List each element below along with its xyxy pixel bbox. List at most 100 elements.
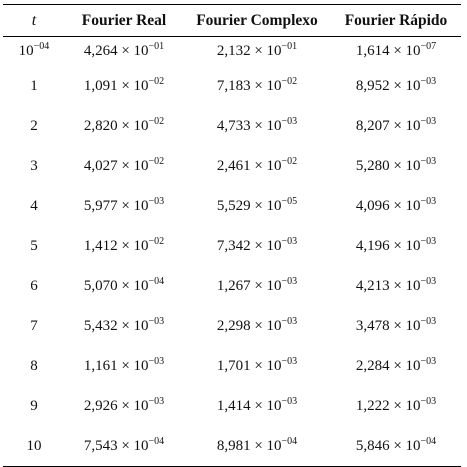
t-cell: 6 xyxy=(3,267,65,307)
fourier-complexo-cell: 1,267 × 10−03 xyxy=(183,267,331,307)
exponent: −04 xyxy=(148,435,165,447)
mantissa: 1,091 × 10 xyxy=(83,78,149,94)
t-value: 9 xyxy=(30,398,38,414)
t-value: 7 xyxy=(30,318,38,334)
mantissa: 1,414 × 10 xyxy=(216,398,282,414)
fourier-real-cell: 2,926 × 10−03 xyxy=(65,387,183,427)
fourier-rapido-cell: 4,213 × 10−03 xyxy=(331,267,461,307)
fourier-complexo-cell: 7,342 × 10−03 xyxy=(183,227,331,267)
mantissa: 7,183 × 10 xyxy=(216,78,282,94)
exponent: −04 xyxy=(420,435,437,447)
mantissa: 4,213 × 10 xyxy=(355,278,421,294)
t-value: 4 xyxy=(30,198,38,214)
t-value: 3 xyxy=(30,158,38,174)
mantissa: 4,027 × 10 xyxy=(83,158,149,174)
mantissa: 2,298 × 10 xyxy=(216,318,282,334)
mantissa: 1,222 × 10 xyxy=(355,398,421,414)
t-value: 6 xyxy=(30,278,38,294)
exponent: −03 xyxy=(420,116,437,127)
fourier-real-cell: 4,027 × 10−02 xyxy=(65,147,183,187)
mantissa: 5,432 × 10 xyxy=(83,318,149,334)
mantissa: 5,529 × 10 xyxy=(216,198,282,214)
t-value: 10 xyxy=(26,437,42,454)
mantissa: 5,280 × 10 xyxy=(355,158,421,174)
mantissa: 5,070 × 10 xyxy=(83,278,149,294)
table-body: 10−04 4,264 × 10−01 2,132 × 10−01 1,614 × 1… xyxy=(3,37,461,467)
fourier-rapido-cell: 5,846 × 10−04 xyxy=(331,427,461,467)
fourier-real-cell: 1,412 × 10−02 xyxy=(65,227,183,267)
fourier-complexo-cell: 5,529 × 10−05 xyxy=(183,187,331,227)
exponent: −03 xyxy=(148,356,165,367)
table-row: 8 1,161 × 10−03 1,701 × 10−03 2,284 × 10−03 xyxy=(3,347,461,387)
t-value: 10 xyxy=(18,43,34,60)
header-row: t Fourier Real Fourier Complexo Fourier … xyxy=(3,4,461,37)
exponent: −02 xyxy=(281,76,298,87)
column-header-fourier-rapido: Fourier Rápido xyxy=(344,11,448,29)
fourier-rapido-cell: 2,284 × 10−03 xyxy=(331,347,461,387)
table-row: 3 4,027 × 10−02 2,461 × 10−02 5,280 × 10−03 xyxy=(3,147,461,187)
table-row: 10 7,543 × 10−04 8,981 × 10−04 5,846 × 10−0… xyxy=(3,427,461,467)
mantissa: 5,977 × 10 xyxy=(83,198,149,214)
exponent: −02 xyxy=(148,156,165,167)
fourier-real-cell: 5,977 × 10−03 xyxy=(65,187,183,227)
mantissa: 5,846 × 10 xyxy=(355,437,421,454)
exponent: −07 xyxy=(420,41,437,53)
mantissa: 2,461 × 10 xyxy=(216,158,282,174)
exponent: −03 xyxy=(420,356,437,367)
exponent: −03 xyxy=(420,396,437,407)
t-value: 8 xyxy=(30,358,38,374)
table-row: 4 5,977 × 10−03 5,529 × 10−05 4,096 × 10−03 xyxy=(3,187,461,227)
mantissa: 2,926 × 10 xyxy=(83,398,149,414)
exponent: −03 xyxy=(420,196,437,207)
exponent: −02 xyxy=(148,116,165,127)
t-cell: 10 xyxy=(3,427,65,467)
fourier-complexo-cell: 1,414 × 10−03 xyxy=(183,387,331,427)
t-cell: 5 xyxy=(3,227,65,267)
fourier-real-cell: 2,820 × 10−02 xyxy=(65,107,183,147)
fourier-error-table: t Fourier Real Fourier Complexo Fourier … xyxy=(3,4,461,467)
mantissa: 8,952 × 10 xyxy=(355,78,421,94)
exponent: −04 xyxy=(281,435,298,447)
exponent: −03 xyxy=(420,316,437,327)
fourier-real-cell: 7,543 × 10−04 xyxy=(65,427,183,467)
mantissa: 1,701 × 10 xyxy=(216,358,282,374)
mantissa: 4,096 × 10 xyxy=(355,198,421,214)
mantissa: 4,264 × 10 xyxy=(83,43,149,60)
fourier-rapido-cell: 4,196 × 10−03 xyxy=(331,227,461,267)
table-row: 5 1,412 × 10−02 7,342 × 10−03 4,196 × 10−03 xyxy=(3,227,461,267)
exponent: −02 xyxy=(148,236,165,247)
mantissa: 8,207 × 10 xyxy=(355,118,421,134)
mantissa: 1,267 × 10 xyxy=(216,278,282,294)
exponent: −03 xyxy=(148,316,165,327)
mantissa: 3,478 × 10 xyxy=(355,318,421,334)
exponent: −03 xyxy=(148,396,165,407)
fourier-complexo-cell: 7,183 × 10−02 xyxy=(183,67,331,107)
table-row: 6 5,070 × 10−04 1,267 × 10−03 4,213 × 10−03 xyxy=(3,267,461,307)
fourier-real-cell: 4,264 × 10−01 xyxy=(65,37,183,67)
t-cell: 3 xyxy=(3,147,65,187)
exponent: −03 xyxy=(281,116,298,127)
exponent: −03 xyxy=(281,276,298,287)
mantissa: 1,614 × 10 xyxy=(355,43,421,60)
mantissa: 4,733 × 10 xyxy=(216,118,282,134)
exponent: −02 xyxy=(148,76,165,87)
exponent: −03 xyxy=(281,316,298,327)
mantissa: 2,820 × 10 xyxy=(83,118,149,134)
t-cell: 1 xyxy=(3,67,65,107)
fourier-real-cell: 1,091 × 10−02 xyxy=(65,67,183,107)
table-row: 7 5,432 × 10−03 2,298 × 10−03 3,478 × 10−03 xyxy=(3,307,461,347)
fourier-complexo-cell: 2,298 × 10−03 xyxy=(183,307,331,347)
fourier-complexo-cell: 8,981 × 10−04 xyxy=(183,427,331,467)
exponent: −03 xyxy=(420,76,437,87)
exponent: −02 xyxy=(281,156,298,167)
exponent: −03 xyxy=(420,236,437,247)
column-header-fourier-complexo: Fourier Complexo xyxy=(196,11,318,29)
fourier-rapido-cell: 1,614 × 10−07 xyxy=(331,37,461,67)
mantissa: 8,981 × 10 xyxy=(216,437,282,454)
exponent: −03 xyxy=(420,156,437,167)
table-row: 2 2,820 × 10−02 4,733 × 10−03 8,207 × 10−03 xyxy=(3,107,461,147)
fourier-rapido-cell: 1,222 × 10−03 xyxy=(331,387,461,427)
fourier-rapido-cell: 8,952 × 10−03 xyxy=(331,67,461,107)
fourier-real-cell: 5,070 × 10−04 xyxy=(65,267,183,307)
